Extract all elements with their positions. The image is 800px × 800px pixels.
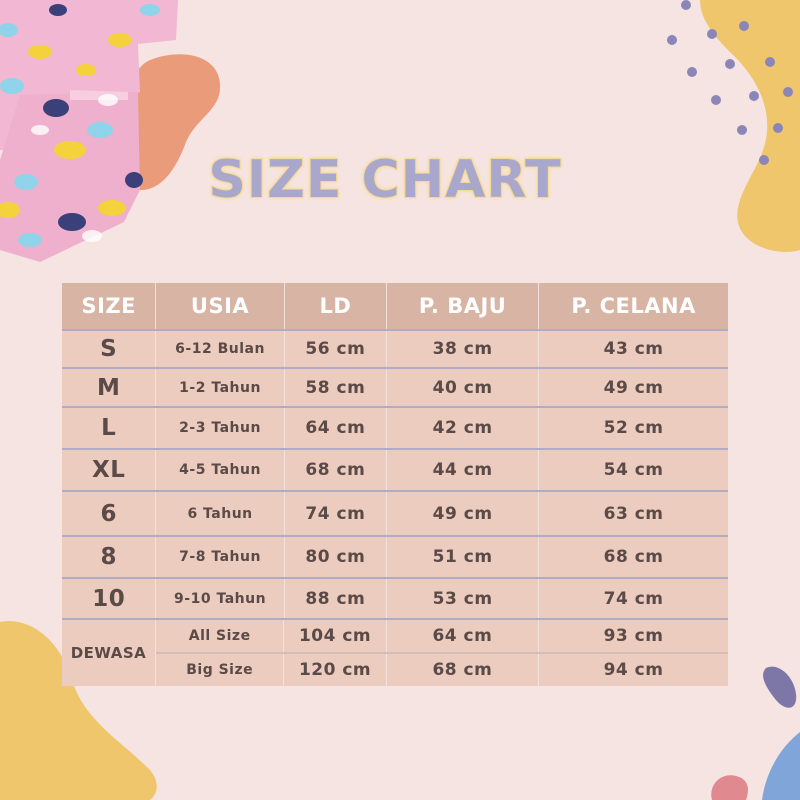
cell-ld: 88 cm: [285, 579, 388, 618]
purple-stroke-bottom-right: [763, 666, 797, 708]
cell-p-baju: 68 cm: [387, 654, 539, 686]
cell-p-baju: 53 cm: [387, 579, 540, 618]
table-row: M 1-2 Tahun 58 cm 40 cm 49 cm: [62, 367, 728, 406]
pajama-product-photo: [0, 0, 178, 262]
cell-size: S: [62, 331, 157, 367]
cell-p-celana: 52 cm: [603, 418, 664, 438]
pink-blob-bottom-right: [711, 775, 748, 800]
cell-p-baju: 40 cm: [387, 369, 540, 406]
page-title: SIZE CHART: [207, 149, 562, 211]
cell-usia: 1-2 Tahun: [156, 369, 285, 406]
cell-usia: 7-8 Tahun: [156, 537, 285, 577]
cell-p-celana: 93 cm: [603, 626, 664, 646]
cell-p-celana: 74 cm: [603, 588, 664, 609]
cell-size: M: [62, 369, 157, 406]
cell-p-celana: 54 cm: [603, 460, 664, 480]
cell-p-baju: 51 cm: [387, 537, 540, 577]
table-row: XL 4-5 Tahun 68 cm 44 cm 54 cm: [62, 448, 728, 490]
cell-usia: 6-12 Bulan: [156, 331, 285, 367]
cell-ld: 68 cm: [285, 450, 388, 490]
cell-ld: 58 cm: [285, 369, 388, 406]
cell-usia: 2-3 Tahun: [156, 408, 285, 448]
orange-blob: [120, 54, 221, 191]
cell-size: 6: [62, 492, 157, 535]
cell-p-celana: 49 cm: [603, 377, 664, 398]
header-p-celana: P. CELANA: [571, 294, 696, 318]
blue-blob-bottom-right: [762, 732, 800, 800]
table-row: L 2-3 Tahun 64 cm 42 cm 52 cm: [62, 406, 728, 448]
cell-size: XL: [62, 450, 157, 490]
cell-p-celana: 63 cm: [603, 503, 664, 524]
cell-usia: All Size: [156, 620, 285, 652]
cell-p-celana: 94 cm: [603, 660, 664, 680]
table-row-group-dewasa: DEWASA All Size 104 cm 64 cm 93 cm Big S…: [62, 618, 728, 686]
cell-ld: 56 cm: [285, 331, 388, 367]
cell-p-celana: 68 cm: [603, 547, 664, 567]
table-row: 8 7-8 Tahun 80 cm 51 cm 68 cm: [62, 535, 728, 577]
cell-usia: 4-5 Tahun: [156, 450, 285, 490]
header-p-baju: P. BAJU: [387, 283, 540, 329]
dot-pattern: [667, 0, 793, 165]
cell-usia: 9-10 Tahun: [156, 579, 285, 618]
cell-usia: Big Size: [156, 654, 285, 686]
cell-ld: 104 cm: [284, 620, 387, 652]
table-row: S 6-12 Bulan 56 cm 38 cm 43 cm: [62, 329, 728, 367]
yellow-blob-bottom-left: [0, 621, 157, 800]
cell-size: 10: [62, 579, 157, 618]
yellow-blob-top-right: [700, 0, 800, 252]
size-chart-table: SIZE USIA LD P. BAJU P. CELANA S 6-12 Bu…: [62, 283, 728, 686]
cell-size: 8: [62, 537, 157, 577]
cell-p-baju: 64 cm: [387, 620, 539, 652]
table-row: 6 6 Tahun 74 cm 49 cm 63 cm: [62, 490, 728, 535]
cell-ld: 64 cm: [285, 408, 388, 448]
table-subrow: All Size 104 cm 64 cm 93 cm: [156, 620, 728, 652]
header-ld: LD: [285, 283, 388, 329]
cell-size-dewasa: DEWASA: [62, 620, 156, 686]
cell-ld: 120 cm: [284, 654, 387, 686]
header-usia: USIA: [156, 283, 285, 329]
table-subrow: Big Size 120 cm 68 cm 94 cm: [156, 652, 728, 686]
cell-p-celana: 43 cm: [603, 339, 664, 359]
cell-size: L: [62, 408, 157, 448]
table-header: SIZE USIA LD P. BAJU P. CELANA: [62, 283, 728, 329]
cell-ld: 80 cm: [285, 537, 388, 577]
cell-p-baju: 42 cm: [387, 408, 540, 448]
header-size: SIZE: [62, 283, 157, 329]
cell-ld: 74 cm: [285, 492, 388, 535]
cell-p-baju: 38 cm: [387, 331, 540, 367]
cell-usia: 6 Tahun: [156, 492, 285, 535]
cell-p-baju: 49 cm: [387, 492, 540, 535]
cell-p-baju: 44 cm: [387, 450, 540, 490]
table-row: 10 9-10 Tahun 88 cm 53 cm 74 cm: [62, 577, 728, 618]
